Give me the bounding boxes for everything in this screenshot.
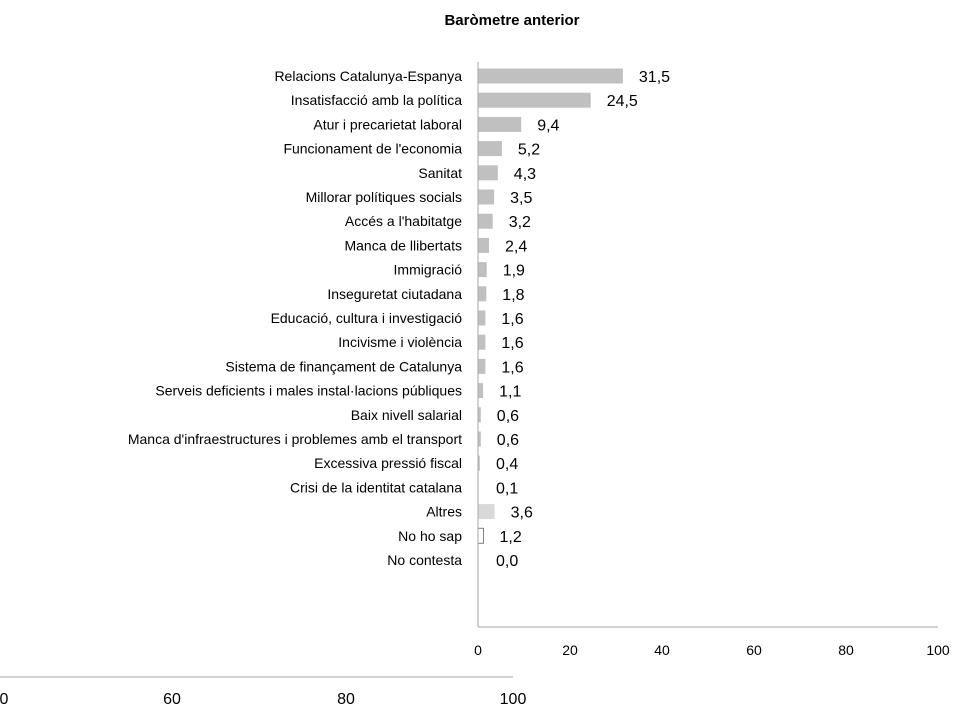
x-tick-label: 40 — [654, 642, 670, 658]
category-label: Altres — [426, 504, 462, 520]
data-label: 3,6 — [511, 505, 533, 522]
chart-title: Baròmetre anterior — [444, 12, 579, 29]
x-tick-label: 0 — [474, 642, 482, 658]
x-tick-label: 20 — [562, 642, 578, 658]
category-label: Baix nivell salarial — [351, 407, 462, 423]
bar — [478, 141, 502, 157]
data-label: 4,3 — [514, 166, 536, 183]
bar — [478, 407, 481, 423]
category-label: Insatisfacció amb la política — [291, 92, 462, 108]
category-label: Serveis deficients i males instal·lacion… — [155, 383, 462, 399]
category-label: Millorar polítiques socials — [306, 189, 462, 205]
background-tick-label: 0 — [0, 691, 9, 708]
bar — [478, 334, 486, 350]
data-label: 0,1 — [496, 480, 518, 497]
bar — [478, 431, 481, 447]
category-labels: Relacions Catalunya-Espanya Insatisfacció… — [128, 68, 462, 568]
x-tick-label: 60 — [746, 642, 762, 658]
bars-group — [477, 68, 623, 544]
data-label: 3,2 — [509, 214, 531, 231]
background-axis: 0 60 80 100 — [0, 676, 527, 708]
data-labels: 31,524,5 9,4 5,2 4,3 3,5 3,2 2,4 1,9 1,8 1,6 1,6 1,… — [496, 69, 670, 570]
data-label: 5,2 — [518, 142, 540, 159]
category-label: No ho sap — [398, 528, 462, 544]
background-tick-label: 100 — [500, 691, 527, 708]
bar — [478, 189, 495, 205]
background-tick-label: 80 — [337, 691, 355, 708]
category-label: Accés a l'habitatge — [345, 213, 462, 229]
data-label: 0,4 — [496, 456, 518, 473]
data-label: 1,6 — [501, 359, 523, 376]
category-label: Manca de llibertats — [344, 237, 462, 253]
data-label: 0,6 — [497, 432, 519, 449]
bar — [478, 262, 487, 278]
x-tick-label: 80 — [838, 642, 854, 658]
data-label: 3,5 — [510, 190, 532, 207]
data-label: 0,0 — [496, 553, 518, 570]
bar — [478, 92, 591, 108]
data-label: 1,6 — [501, 311, 523, 328]
data-label: 1,9 — [503, 263, 525, 280]
category-label: Funcionament de l'economia — [283, 141, 462, 157]
bar — [478, 383, 484, 399]
background-tick-label: 60 — [163, 691, 181, 708]
data-label: 0,6 — [497, 408, 519, 425]
bar — [478, 213, 493, 229]
category-label: Sanitat — [418, 165, 462, 181]
bar — [478, 68, 623, 84]
category-label: Excessiva pressió fiscal — [314, 455, 462, 471]
category-label: Immigració — [394, 262, 463, 278]
data-label: 9,4 — [537, 117, 559, 134]
bar — [478, 455, 480, 471]
category-label: Sistema de finançament de Catalunya — [225, 358, 462, 374]
data-label: 24,5 — [607, 93, 638, 110]
data-label: 2,4 — [505, 238, 527, 255]
data-label: 31,5 — [639, 69, 670, 86]
category-label: Inseguretat ciutadana — [327, 286, 462, 302]
data-label: 1,1 — [499, 384, 521, 401]
axes: 0 20 40 60 80 100 — [474, 62, 950, 658]
category-label: Crisi de la identitat catalana — [290, 479, 462, 495]
bar — [478, 286, 487, 302]
category-label: Relacions Catalunya-Espanya — [274, 68, 462, 84]
bar — [478, 237, 489, 253]
category-label: Atur i precarietat laboral — [313, 116, 462, 132]
bar — [478, 165, 498, 181]
bar — [478, 116, 522, 132]
x-tick-label: 100 — [926, 642, 950, 658]
category-label: Manca d'infraestructures i problemes amb… — [128, 431, 462, 447]
bar — [478, 358, 486, 374]
data-label: 1,8 — [502, 287, 524, 304]
category-label: No contesta — [387, 552, 462, 568]
bar — [478, 504, 495, 520]
bar — [477, 527, 484, 544]
bar — [478, 310, 486, 326]
data-label: 1,6 — [501, 335, 523, 352]
category-label: Educació, cultura i investigació — [271, 310, 463, 326]
data-label: 1,2 — [500, 529, 522, 546]
category-label: Incivisme i violència — [338, 334, 462, 350]
